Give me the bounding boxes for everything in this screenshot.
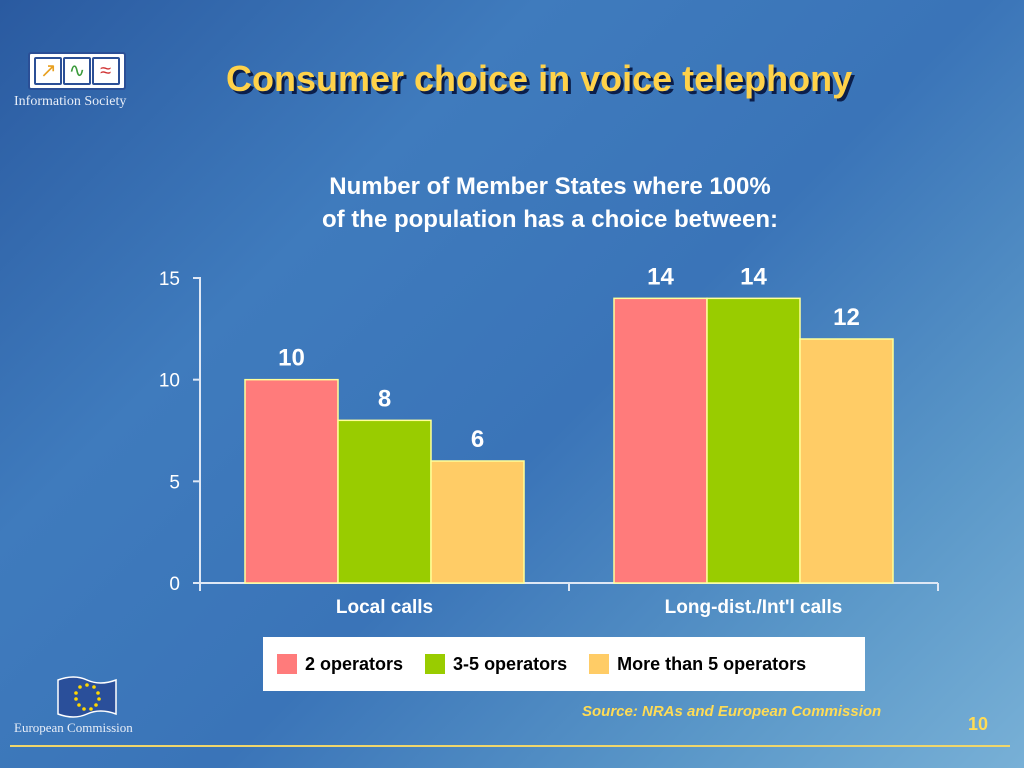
information-society-logo: ↗ ∿ ≈ Information Society [14,50,146,112]
y-tick-label: 0 [169,574,180,595]
data-label: 12 [833,304,860,331]
slide-title: Consumer choice in voice telephony [226,58,853,99]
logo-caption: Information Society [14,94,127,109]
legend-item-2-operators: 2 operators [277,654,403,675]
waves-icon: ≈ [91,57,120,85]
data-label: 14 [647,263,674,290]
data-label: 10 [278,345,305,372]
legend-swatch-more-than-5-operators [589,654,610,674]
bar [244,378,339,584]
chart-legend: 2 operators 3-5 operators More than 5 op… [263,637,865,691]
ec-caption: European Commission [14,720,133,735]
information-society-logo-mark: ↗ ∿ ≈ [28,52,126,90]
legend-item-more-than-5-operators: More than 5 operators [589,654,806,675]
chart-title-line-2: of the population has a choice between: [321,206,779,233]
legend-swatch-2-operators [277,654,297,674]
legend-label: 2 operators [305,653,404,674]
bar [799,338,894,584]
european-commission-logo: European Commission [14,670,154,738]
legend-swatch-3-5-operators [425,654,446,674]
legend-item-3-5-operators: 3-5 operators [425,654,567,675]
wave-icon: ∿ [62,57,91,85]
eu-flag-icon [57,676,117,718]
y-tick-label: 15 [159,269,180,290]
chart-title: Number of Member States where 100% of th… [0,170,1024,236]
legend-label: More than 5 operators [617,653,807,674]
bar [613,297,708,584]
data-label: 6 [471,426,484,453]
footer-divider [10,745,1010,747]
y-tick-label: 5 [169,472,180,493]
arrow-icon: ↗ [34,57,63,85]
page-number: 10 [968,714,989,734]
bar [430,460,525,584]
legend-label: 3-5 operators [453,653,568,674]
x-category-label: Long-dist./Int'l calls [665,597,843,618]
y-tick-label: 10 [159,371,180,392]
chart-title-line-1: Number of Member States where 100% [329,173,771,200]
bar [706,297,801,584]
bar [337,419,432,584]
source-note: Source: NRAs and European Commission [582,703,882,720]
data-label: 8 [378,385,391,412]
data-label: 14 [740,263,767,290]
x-category-label: Local calls [336,597,433,618]
